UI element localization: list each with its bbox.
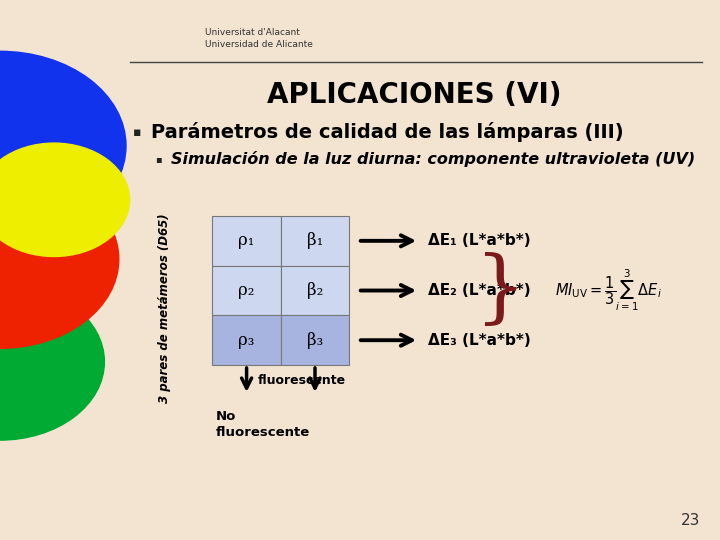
Text: β₃: β₃ <box>307 332 323 349</box>
FancyBboxPatch shape <box>212 266 281 315</box>
Text: ΔE₂ (L*a*b*): ΔE₂ (L*a*b*) <box>428 283 531 298</box>
Text: β₁: β₁ <box>307 232 323 249</box>
Text: }: } <box>474 252 526 329</box>
Text: APLICACIONES (VI): APLICACIONES (VI) <box>266 80 562 109</box>
Text: No
fluorescente: No fluorescente <box>216 410 310 439</box>
Text: $MI_{\mathrm{UV}} = \dfrac{1}{3}\sum_{i=1}^{3}\Delta E_i$: $MI_{\mathrm{UV}} = \dfrac{1}{3}\sum_{i=… <box>555 268 662 313</box>
Text: ΔE₃ (L*a*b*): ΔE₃ (L*a*b*) <box>428 333 531 348</box>
FancyBboxPatch shape <box>281 315 349 365</box>
Text: β₂: β₂ <box>307 282 323 299</box>
FancyBboxPatch shape <box>212 216 281 266</box>
Text: Simulación de la luz diurna: componente ultravioleta (UV): Simulación de la luz diurna: componente … <box>171 151 695 167</box>
Text: Parámetros de calidad de las lámparas (III): Parámetros de calidad de las lámparas (I… <box>151 122 624 143</box>
FancyBboxPatch shape <box>281 266 349 315</box>
Text: ρ₁: ρ₁ <box>238 232 255 249</box>
Text: 23: 23 <box>680 513 700 528</box>
Circle shape <box>0 170 119 348</box>
Text: Universitat d'Alacant
Universidad de Alicante: Universitat d'Alacant Universidad de Ali… <box>205 29 313 49</box>
Circle shape <box>0 143 130 256</box>
Text: ρ₂: ρ₂ <box>238 282 255 299</box>
Text: ▪: ▪ <box>133 126 142 139</box>
Circle shape <box>0 51 126 240</box>
FancyBboxPatch shape <box>281 216 349 266</box>
Text: 3 pares de metámeros (D65): 3 pares de metámeros (D65) <box>158 213 171 403</box>
FancyBboxPatch shape <box>212 315 281 365</box>
Circle shape <box>0 284 104 440</box>
Text: ΔE₁ (L*a*b*): ΔE₁ (L*a*b*) <box>428 233 531 248</box>
Text: ▪: ▪ <box>155 154 161 164</box>
Text: ρ₃: ρ₃ <box>238 332 255 349</box>
Text: fluorescente: fluorescente <box>258 374 346 387</box>
